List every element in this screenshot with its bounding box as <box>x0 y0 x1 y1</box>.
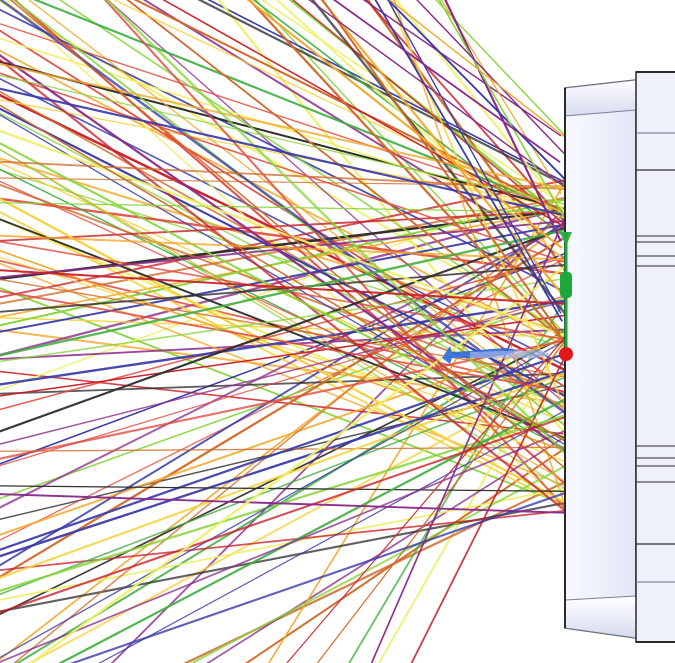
ray-line <box>387 0 562 314</box>
ray-line <box>0 104 567 443</box>
ray-line <box>260 0 567 208</box>
ray-line <box>0 202 567 213</box>
ray-line <box>0 226 567 433</box>
ray-line <box>0 180 567 441</box>
ray-line <box>0 337 567 536</box>
ray-line <box>13 212 567 663</box>
ray-line <box>0 269 567 305</box>
ray-line <box>0 369 567 558</box>
housing-front-face <box>564 79 637 639</box>
ray-line <box>0 263 567 313</box>
ray-line <box>332 0 561 163</box>
ray-line <box>0 148 567 490</box>
ray-line <box>0 376 567 596</box>
ray-line <box>286 335 567 663</box>
ray-line <box>0 372 567 395</box>
ray-line <box>0 300 567 445</box>
ray-line <box>0 23 567 212</box>
ray-line <box>29 264 567 663</box>
focus-markers[interactable] <box>442 232 573 364</box>
ray-line <box>0 129 567 338</box>
lens-housing[interactable] <box>564 71 675 643</box>
ray-line <box>387 0 567 412</box>
red-focal-marker[interactable] <box>559 347 573 361</box>
ray-line <box>0 415 567 614</box>
ray-line <box>103 0 567 510</box>
ray-line <box>247 0 567 344</box>
ray-line <box>308 0 567 189</box>
ray-line <box>0 223 567 333</box>
housing-body <box>635 71 675 643</box>
blue-arrow-tail <box>470 350 550 358</box>
ray-line <box>0 29 567 389</box>
ray-line <box>217 0 567 436</box>
ray-line <box>0 221 567 567</box>
ray-line <box>28 372 567 663</box>
ray-line <box>0 371 567 579</box>
ray-line <box>444 0 562 242</box>
ray-line <box>190 464 567 663</box>
ray-line <box>98 409 567 663</box>
ray-line <box>246 0 563 249</box>
ray-line <box>0 277 567 363</box>
ray-line <box>386 0 566 180</box>
ray-line <box>0 299 567 386</box>
ray-line <box>0 252 567 465</box>
ray-line <box>0 485 567 492</box>
ray-line <box>288 0 567 222</box>
ray-line <box>0 339 567 659</box>
housing-top-cap <box>564 79 637 117</box>
ray-line <box>0 429 567 663</box>
ray-line <box>58 0 567 338</box>
ray-line <box>0 169 567 349</box>
ray-line <box>255 0 567 336</box>
ray-line <box>438 0 567 222</box>
ray-line <box>0 0 567 415</box>
ray-line <box>58 397 567 663</box>
ray-line <box>0 234 567 261</box>
ray-line <box>0 197 567 505</box>
ray-line <box>0 87 567 217</box>
ray-line <box>0 413 567 592</box>
ray-line <box>0 314 567 397</box>
ray-line <box>69 491 567 663</box>
ray-line <box>105 0 567 456</box>
ray-line <box>0 219 567 279</box>
ray-line <box>207 0 567 184</box>
ray-line <box>0 228 567 357</box>
ray-line <box>0 256 567 411</box>
ray-line <box>113 0 567 216</box>
ray-line <box>183 480 567 663</box>
ray-line <box>0 160 567 190</box>
ray-line <box>0 352 567 551</box>
ray-line <box>416 0 565 154</box>
ray-line <box>316 339 567 663</box>
ray-line <box>0 162 567 425</box>
ray-bundle <box>0 0 567 663</box>
ray-line <box>9 0 567 470</box>
ray-line <box>133 0 567 215</box>
ray-line <box>388 0 566 138</box>
ray-line <box>206 435 567 663</box>
ray-line <box>410 354 567 663</box>
ray-line <box>0 335 567 616</box>
ray-line <box>0 179 567 299</box>
ray-line <box>321 0 561 335</box>
ray-line <box>275 0 567 263</box>
ray-line <box>0 290 567 393</box>
ray-line <box>0 235 567 579</box>
ray-line <box>0 493 567 514</box>
housing-bottom-cap <box>564 595 637 639</box>
ray-line <box>0 62 567 191</box>
ray-line <box>374 0 563 322</box>
